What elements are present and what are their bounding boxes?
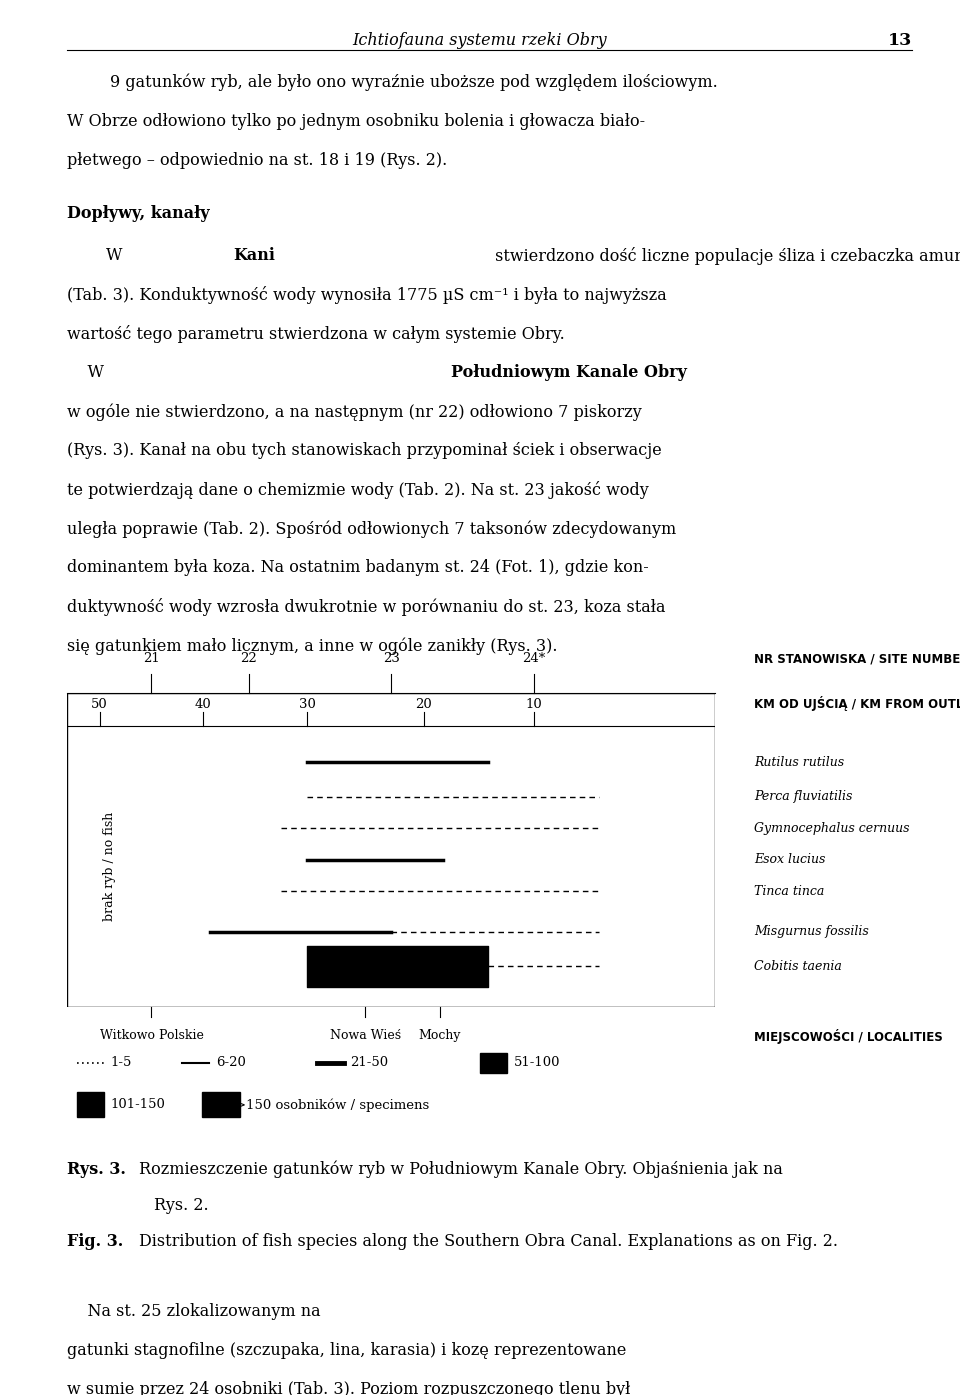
Text: 30: 30	[299, 698, 316, 710]
Text: Mochy: Mochy	[419, 1030, 461, 1042]
Text: 21-50: 21-50	[350, 1056, 389, 1070]
Text: 40: 40	[195, 698, 211, 710]
Text: KM OD UJŚCIĄ / KM FROM OUTLET: KM OD UJŚCIĄ / KM FROM OUTLET	[755, 696, 960, 710]
Text: brak ryb / no fish: brak ryb / no fish	[103, 812, 116, 921]
Text: Rutilus rutilus: Rutilus rutilus	[755, 756, 844, 769]
Text: >150 osobników / specimens: >150 osobników / specimens	[235, 1098, 429, 1112]
Text: Fig. 3.: Fig. 3.	[67, 1233, 124, 1250]
Text: Distribution of fish species along the Southern Obra Canal. Explanations as on F: Distribution of fish species along the S…	[139, 1233, 838, 1250]
Text: (Rys. 3). Kanał na obu tych stanowiskach przypominał ściek i obserwacje: (Rys. 3). Kanał na obu tych stanowiskach…	[67, 442, 662, 459]
Text: Nowa Wieś: Nowa Wieś	[329, 1030, 401, 1042]
Text: Kani: Kani	[233, 247, 276, 264]
Text: Południowym Kanale Obry: Południowym Kanale Obry	[451, 364, 687, 381]
Text: (Tab. 3). Konduktywność wody wynosiła 1775 µS cm⁻¹ i była to najwyższa: (Tab. 3). Konduktywność wody wynosiła 17…	[67, 286, 667, 304]
Text: 1-5: 1-5	[110, 1056, 132, 1070]
Text: W: W	[67, 364, 109, 381]
Text: Esox lucius: Esox lucius	[755, 854, 826, 866]
Text: 9 gatunków ryb, ale było ono wyraźnie uboższe pod względem ilościowym.: 9 gatunków ryb, ale było ono wyraźnie ub…	[110, 74, 718, 92]
Bar	[480, 1053, 507, 1073]
Text: 50: 50	[91, 698, 108, 710]
Text: Misgurnus fossilis: Misgurnus fossilis	[755, 925, 869, 939]
Text: Witkowo Polskie: Witkowo Polskie	[100, 1030, 204, 1042]
Text: NR STANOWISKA / SITE NUMBER: NR STANOWISKA / SITE NUMBER	[755, 651, 960, 665]
Text: 10: 10	[525, 698, 542, 710]
Text: Tinca tinca: Tinca tinca	[755, 884, 825, 897]
Text: Rys. 3.: Rys. 3.	[67, 1161, 126, 1177]
Text: Rozmieszczenie gatunków ryb w Południowym Kanale Obry. Objaśnienia jak na: Rozmieszczenie gatunków ryb w Południowy…	[139, 1161, 783, 1179]
Text: W: W	[106, 247, 128, 264]
Text: W Obrze odłowiono tylko po jednym osobniku bolenia i głowacza biało-: W Obrze odłowiono tylko po jednym osobni…	[67, 113, 645, 130]
Text: się gatunkiem mało licznym, a inne w ogóle zanikły (Rys. 3).: się gatunkiem mało licznym, a inne w ogó…	[67, 638, 558, 656]
Text: duktywność wody wzrosła dwukrotnie w porównaniu do st. 23, koza stała: duktywność wody wzrosła dwukrotnie w por…	[67, 598, 665, 617]
Text: stwierdzono dość liczne populacje śliza i czebaczka amurskiego: stwierdzono dość liczne populacje śliza …	[490, 247, 960, 265]
Text: 23: 23	[383, 651, 399, 665]
Text: 13: 13	[888, 32, 912, 49]
Text: gatunki stagnofilne (szczupaka, lina, karasia) i kozę reprezentowane: gatunki stagnofilne (szczupaka, lina, ka…	[67, 1342, 627, 1359]
Text: Rys. 2.: Rys. 2.	[154, 1197, 208, 1214]
Text: Perca fluviatilis: Perca fluviatilis	[755, 791, 852, 804]
Text: 20: 20	[416, 698, 432, 710]
Text: 6-20: 6-20	[216, 1056, 246, 1070]
Text: te potwierdzają dane o chemizmie wody (Tab. 2). Na st. 23 jakość wody: te potwierdzają dane o chemizmie wody (T…	[67, 481, 649, 499]
Text: Dopływy, kanały: Dopływy, kanały	[67, 205, 210, 222]
Bar	[202, 1092, 240, 1117]
Text: dominantem była koza. Na ostatnim badanym st. 24 (Fot. 1), gdzie kon-: dominantem była koza. Na ostatnim badany…	[67, 559, 649, 576]
Text: 22: 22	[240, 651, 257, 665]
Text: Ichtiofauna systemu rzeki Obry: Ichtiofauna systemu rzeki Obry	[352, 32, 608, 49]
Text: 51-100: 51-100	[514, 1056, 560, 1070]
Text: MIEJSCOWOŚCI / LOCALITIES: MIEJSCOWOŚCI / LOCALITIES	[755, 1030, 943, 1045]
Text: uległa poprawie (Tab. 2). Spośród odłowionych 7 taksonów zdecydowanym: uległa poprawie (Tab. 2). Spośród odłowi…	[67, 520, 677, 538]
Text: Gymnocephalus cernuus: Gymnocephalus cernuus	[755, 822, 909, 834]
Text: płetwego – odpowiednio na st. 18 i 19 (Rys. 2).: płetwego – odpowiednio na st. 18 i 19 (R…	[67, 152, 447, 169]
Text: Na st. 25 zlokalizowanym na: Na st. 25 zlokalizowanym na	[67, 1303, 326, 1320]
Text: wartość tego parametru stwierdzona w całym systemie Obry.: wartość tego parametru stwierdzona w cał…	[67, 325, 564, 343]
Text: w sumie przez 24 osobniki (Tab. 3). Poziom rozpuszczonego tlenu był: w sumie przez 24 osobniki (Tab. 3). Pozi…	[67, 1381, 631, 1395]
Text: 101-150: 101-150	[110, 1098, 165, 1112]
Bar	[77, 1092, 104, 1117]
Text: 24*: 24*	[522, 651, 545, 665]
Text: 21: 21	[143, 651, 159, 665]
Text: w ogóle nie stwierdzono, a na następnym (nr 22) odłowiono 7 piskorzy: w ogóle nie stwierdzono, a na następnym …	[67, 403, 642, 421]
Text: Cobitis taenia: Cobitis taenia	[755, 960, 842, 972]
